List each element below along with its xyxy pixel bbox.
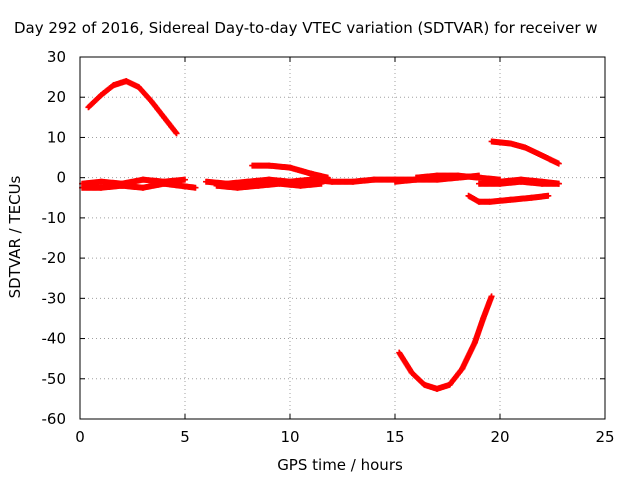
data-point (555, 180, 562, 187)
series-arc-3 (79, 180, 199, 191)
data-point (182, 176, 188, 183)
x-tick-label: 15 (385, 428, 404, 446)
x-tick-label: 5 (180, 428, 190, 446)
data-point (192, 184, 199, 191)
data-point (488, 293, 495, 300)
x-axis-label: GPS time / hours (277, 456, 403, 474)
y-tick-label: -10 (42, 209, 67, 227)
data-layer (79, 78, 562, 392)
x-tick-label: 0 (75, 428, 85, 446)
x-tick-label: 20 (490, 428, 509, 446)
y-tick-label: -50 (42, 370, 67, 388)
y-tick-label: 30 (47, 48, 66, 66)
series-arc-12 (465, 192, 552, 205)
y-tick-label: 0 (56, 169, 66, 187)
data-point (173, 130, 180, 137)
plot-frame (79, 56, 606, 420)
y-tick-label: -60 (42, 410, 67, 428)
y-tick-label: 10 (47, 128, 66, 146)
x-tick-label: 10 (280, 428, 299, 446)
series-arc-14 (396, 293, 495, 392)
ticks: 0 5 10 15 20 25 -60 -50 -40 -30 -20 -10 0 10 20 30 (42, 48, 615, 446)
y-tick-label: -20 (42, 249, 67, 267)
x-tick-label: 25 (595, 428, 614, 446)
series-arc-6 (249, 162, 331, 181)
series-arc-7 (308, 176, 419, 185)
series-arc-11 (476, 178, 562, 187)
series-arc-9 (413, 172, 503, 183)
data-point (555, 160, 562, 167)
y-tick-label: -40 (42, 330, 67, 348)
y-tick-label: 20 (47, 88, 66, 106)
grid (80, 57, 605, 419)
chart-title: Day 292 of 2016, Sidereal Day-to-day VTE… (14, 19, 598, 37)
series-arc-1 (85, 78, 180, 137)
series-arc-5 (213, 180, 325, 191)
series-arc-13 (488, 138, 562, 167)
data-point (545, 192, 552, 199)
y-tick-label: -30 (42, 289, 67, 307)
